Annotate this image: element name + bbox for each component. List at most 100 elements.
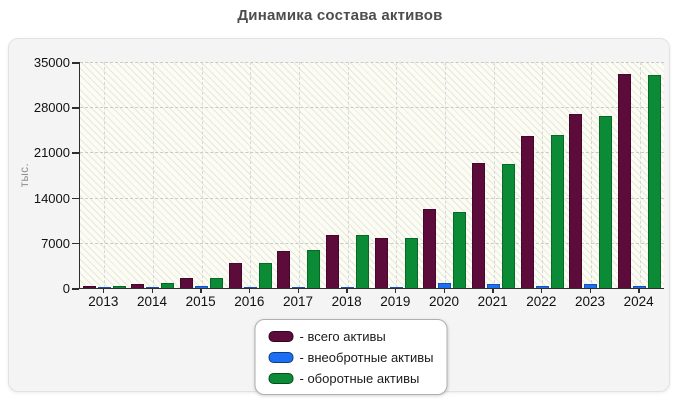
x-tick-mark-2021 bbox=[492, 289, 494, 293]
bar-group-2021 bbox=[469, 62, 518, 288]
bar-total-2018 bbox=[326, 235, 340, 288]
gridline-2020 bbox=[445, 62, 446, 288]
gridline-2015 bbox=[201, 62, 203, 288]
bar-group-2019 bbox=[372, 62, 421, 288]
y-tick-mark-28000 bbox=[72, 107, 79, 109]
y-tick-label-0: 0 bbox=[62, 281, 70, 296]
y-tick-label-14000: 14000 bbox=[33, 190, 70, 206]
bar-group-2020 bbox=[421, 62, 470, 288]
bar-total-2016 bbox=[228, 262, 242, 288]
x-tick-mark-2020 bbox=[443, 289, 445, 293]
y-tick-label-35000: 35000 bbox=[33, 55, 70, 70]
bar-total-2019 bbox=[374, 238, 388, 288]
y-tick-label-21000: 21000 bbox=[33, 145, 70, 161]
y-tick-mark-0 bbox=[72, 288, 79, 290]
gridline-2024 bbox=[639, 62, 641, 288]
legend-label-1: - внеобротные активы bbox=[299, 349, 434, 365]
gridline-2018 bbox=[347, 62, 349, 288]
y-tick-label-7000: 7000 bbox=[41, 235, 70, 251]
bar-noncurrent-2019 bbox=[389, 286, 403, 288]
gridline-7000 bbox=[80, 242, 664, 244]
bar-current-2024 bbox=[648, 74, 662, 288]
bar-group-2024 bbox=[615, 62, 664, 288]
x-axis-label-2024: 2024 bbox=[623, 294, 654, 309]
bar-noncurrent-2013 bbox=[97, 286, 111, 288]
gridline-2016 bbox=[250, 62, 252, 288]
bar-total-2015 bbox=[180, 278, 194, 288]
bar-current-2013 bbox=[112, 286, 126, 288]
bar-total-2014 bbox=[131, 284, 145, 288]
bar-current-2018 bbox=[356, 235, 370, 288]
bar-current-2019 bbox=[404, 237, 418, 288]
x-axis-label-2013: 2013 bbox=[88, 294, 119, 309]
gridline-14000 bbox=[80, 197, 664, 199]
gridline-21000 bbox=[80, 152, 664, 154]
x-tick-mark-2013 bbox=[102, 289, 105, 293]
bar-group-2022 bbox=[518, 62, 567, 288]
legend-label-2: - оборотные активы bbox=[299, 370, 420, 386]
x-axis-label-2015: 2015 bbox=[185, 294, 216, 309]
legend-label-0: - всего активы bbox=[299, 328, 386, 344]
page-title: Динамика состава активов bbox=[237, 7, 443, 24]
x-axis-label-2017: 2017 bbox=[282, 294, 313, 309]
y-axis-title: тыс. bbox=[19, 162, 31, 188]
x-tick-mark-2024 bbox=[638, 289, 640, 293]
legend-item-1: - внеобротные активы bbox=[268, 348, 434, 366]
plot-area bbox=[79, 62, 664, 289]
bar-current-2017 bbox=[307, 250, 321, 288]
y-tick-mark-21000 bbox=[72, 152, 79, 154]
y-tick-mark-14000 bbox=[72, 197, 79, 200]
x-axis-label-2018: 2018 bbox=[331, 294, 362, 309]
bar-current-2016 bbox=[258, 262, 272, 288]
x-tick-mark-2014 bbox=[151, 289, 153, 293]
chart-panel: тыс. 0 7000 14000 21000 28000 35000 2013 2014 2… bbox=[8, 38, 670, 395]
bar-total-2013 bbox=[82, 286, 96, 288]
bar-group-2013 bbox=[80, 62, 129, 288]
y-tick-mark-35000 bbox=[72, 62, 79, 64]
x-axis-label-2019: 2019 bbox=[380, 294, 411, 309]
gridline-2023 bbox=[591, 62, 592, 288]
bar-group-2014 bbox=[129, 62, 178, 288]
bar-total-2022 bbox=[520, 135, 534, 288]
bar-noncurrent-2020 bbox=[438, 282, 452, 288]
x-axis-label-2014: 2014 bbox=[136, 294, 167, 309]
bar-total-2023 bbox=[569, 114, 583, 288]
x-tick-mark-2019 bbox=[394, 289, 397, 293]
bar-noncurrent-2015 bbox=[195, 286, 209, 288]
legend: - всего активы - внеобротные активы - обор… bbox=[254, 319, 448, 395]
y-tick-label-28000: 28000 bbox=[33, 100, 70, 116]
bar-noncurrent-2024 bbox=[633, 285, 647, 288]
bar-group-2016 bbox=[226, 62, 275, 288]
x-axis-label-2023: 2023 bbox=[574, 294, 605, 309]
x-tick-mark-2017 bbox=[297, 289, 299, 293]
bar-group-2017 bbox=[275, 62, 324, 288]
bar-noncurrent-2014 bbox=[146, 286, 160, 288]
bar-current-2020 bbox=[453, 212, 467, 288]
bar-current-2022 bbox=[550, 135, 564, 288]
gridline-2014 bbox=[153, 62, 154, 288]
bar-current-2015 bbox=[210, 278, 224, 288]
bar-total-2021 bbox=[472, 162, 486, 288]
x-axis-label-2020: 2020 bbox=[428, 294, 459, 309]
x-tick-mark-2015 bbox=[200, 289, 202, 293]
bar-total-2017 bbox=[277, 250, 291, 288]
x-axis-label-2021: 2021 bbox=[477, 294, 508, 309]
gridline-2013 bbox=[104, 62, 106, 288]
x-tick-mark-2022 bbox=[540, 289, 543, 293]
bar-group-2023 bbox=[567, 62, 616, 288]
bar-current-2023 bbox=[599, 115, 613, 288]
bar-noncurrent-2023 bbox=[584, 284, 598, 288]
gridline-2021 bbox=[493, 62, 495, 288]
bar-noncurrent-2018 bbox=[341, 286, 355, 288]
x-tick-mark-2018 bbox=[346, 289, 348, 293]
gridline-2019 bbox=[396, 62, 398, 288]
legend-swatch-2 bbox=[268, 372, 294, 384]
x-axis-label-2022: 2022 bbox=[526, 294, 557, 309]
legend-item-2: - оборотные активы bbox=[268, 369, 434, 387]
bar-total-2024 bbox=[618, 73, 632, 288]
bar-noncurrent-2016 bbox=[243, 286, 257, 288]
bar-total-2020 bbox=[423, 209, 437, 288]
gridline-2022 bbox=[542, 62, 544, 288]
bar-noncurrent-2022 bbox=[535, 285, 549, 288]
x-axis-label-2016: 2016 bbox=[234, 294, 265, 309]
